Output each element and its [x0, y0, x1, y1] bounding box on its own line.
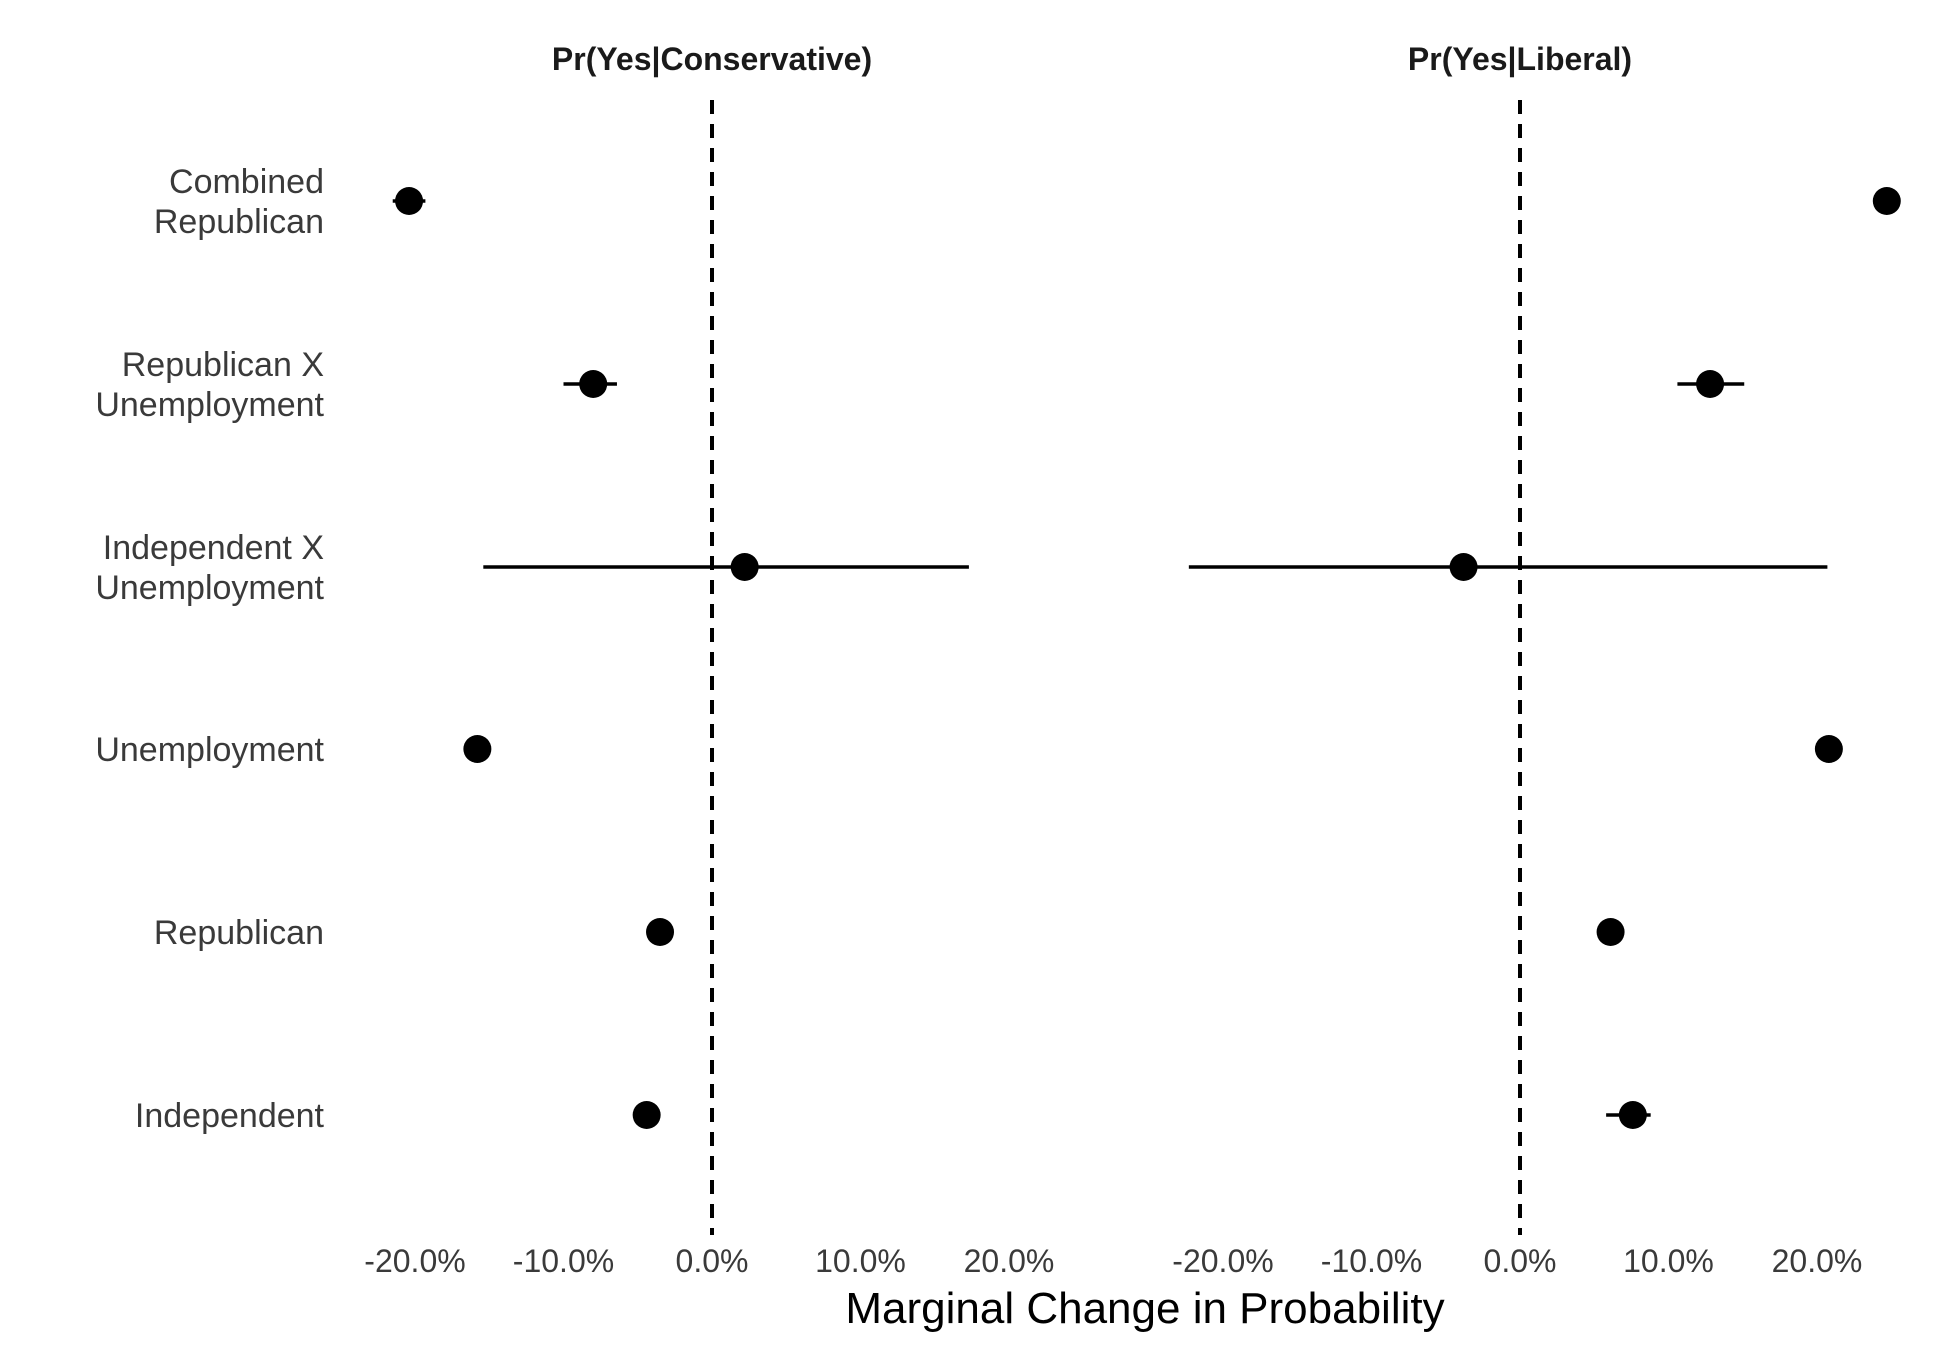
panel-title: Pr(Yes|Liberal) [1408, 41, 1632, 77]
point-estimate [1596, 918, 1625, 946]
x-tick-label: -20.0% [1172, 1243, 1273, 1279]
point-estimate [1696, 370, 1725, 398]
x-tick-label: -10.0% [1321, 1243, 1422, 1279]
x-tick-label: 0.0% [676, 1243, 749, 1279]
x-axis-title: Marginal Change in Probability [845, 1284, 1444, 1333]
x-tick-label: -20.0% [364, 1243, 465, 1279]
x-tick-label: 20.0% [964, 1243, 1055, 1279]
x-tick-label: 20.0% [1772, 1243, 1863, 1279]
row-label: Republican X Unemployment [95, 346, 324, 424]
row-label: Combined Republican [154, 163, 324, 241]
row-label: Independent [135, 1097, 325, 1135]
point-estimate [463, 735, 492, 763]
point-estimate [579, 370, 608, 398]
point-estimate [1872, 187, 1901, 215]
row-label: Unemployment [95, 731, 324, 769]
point-estimate [395, 187, 424, 215]
row-label: Republican [154, 914, 324, 952]
point-estimate [1618, 1101, 1647, 1129]
x-tick-label: 0.0% [1484, 1243, 1557, 1279]
point-estimate [632, 1101, 661, 1129]
x-tick-label: 10.0% [1623, 1243, 1714, 1279]
x-tick-label: -10.0% [513, 1243, 614, 1279]
point-estimate [1449, 553, 1478, 581]
panel-title: Pr(Yes|Conservative) [552, 41, 872, 77]
point-estimate [646, 918, 675, 946]
row-label: Independent X Unemployment [95, 529, 324, 607]
point-estimate [1814, 735, 1843, 763]
x-tick-label: 10.0% [815, 1243, 906, 1279]
point-estimate [730, 553, 759, 581]
